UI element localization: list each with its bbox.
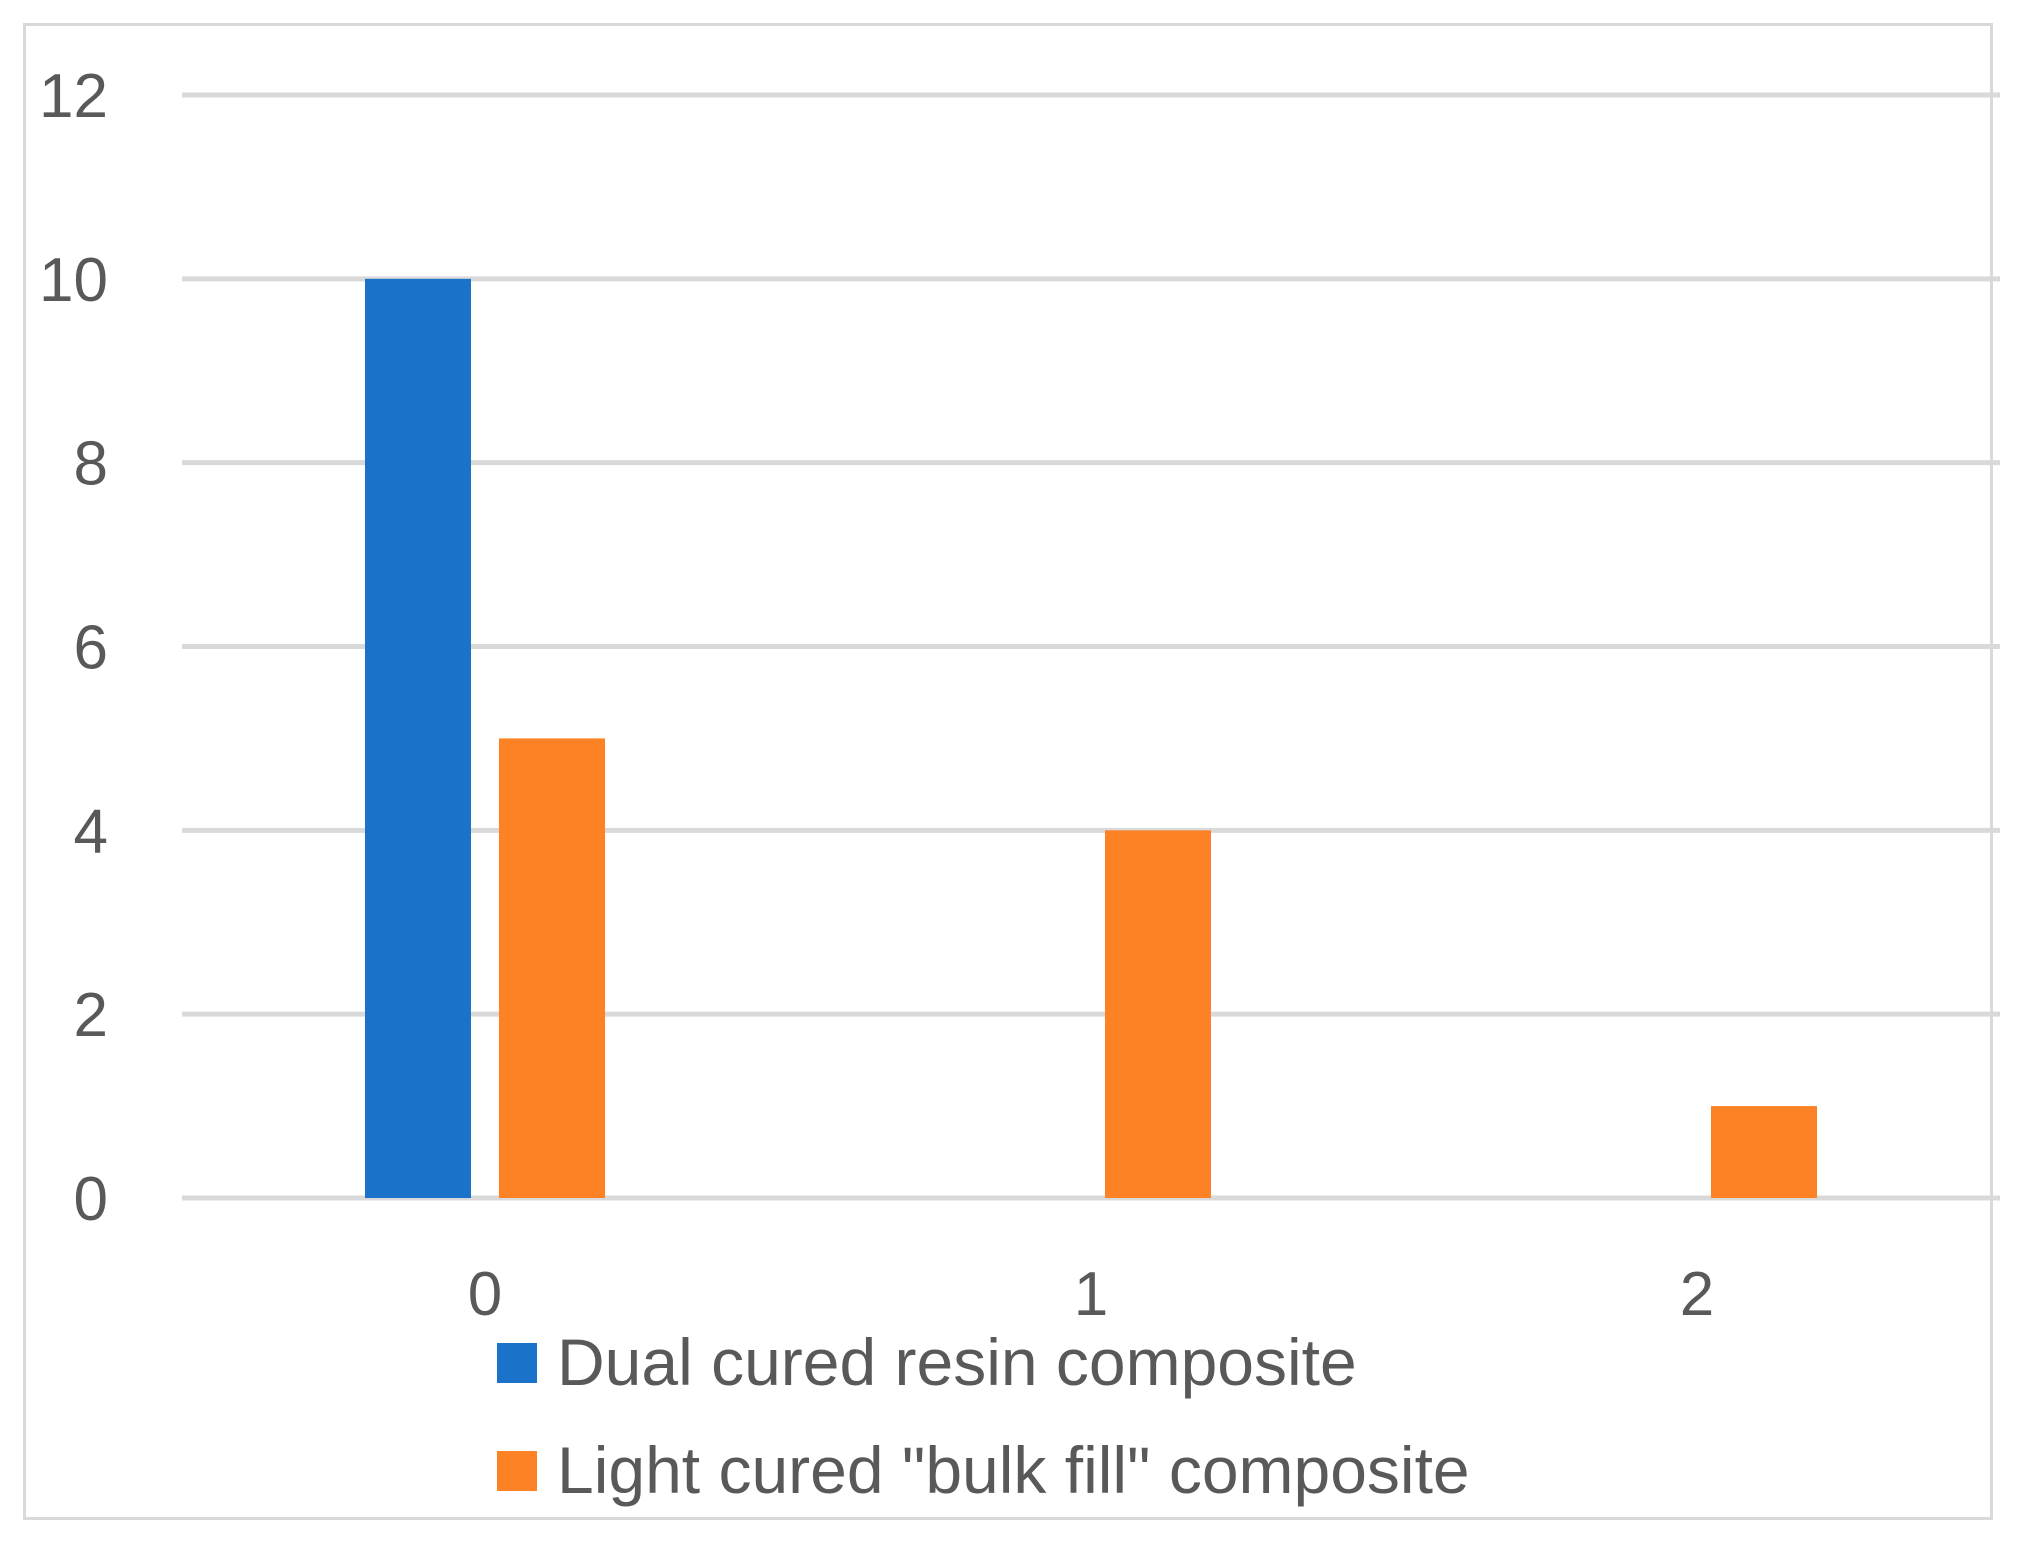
y-tick-label-2: 2	[74, 981, 108, 1050]
x-tick-label-0: 0	[468, 1260, 502, 1329]
y-tick-label-4: 4	[74, 797, 108, 866]
y-tick-label-6: 6	[74, 614, 108, 683]
y-tick-label-8: 8	[74, 430, 108, 499]
legend-swatch-series-2	[497, 1451, 537, 1491]
y-tick-label-0: 0	[74, 1165, 108, 1234]
y-axis-tick-labels: 0 2 4 6 8 10 12	[39, 62, 108, 1234]
bar-series2-cat-2	[1711, 1106, 1817, 1198]
y-tick-label-10: 10	[39, 246, 108, 315]
bars	[365, 278, 1817, 1198]
x-tick-label-2: 2	[1680, 1260, 1714, 1329]
y-tick-label-12: 12	[39, 62, 108, 131]
bar-series1-cat-0	[365, 278, 471, 1198]
x-tick-label-1: 1	[1074, 1260, 1108, 1329]
bar-series2-cat-0	[499, 738, 605, 1198]
legend-swatch-series-1	[497, 1343, 537, 1383]
bar-series2-cat-1	[1105, 830, 1211, 1198]
x-axis-tick-labels: 0 1 2	[468, 1260, 1714, 1329]
legend: Dual cured resin composite Light cured "b…	[497, 1325, 1470, 1507]
chart-frame	[23, 23, 1993, 1520]
gridlines	[182, 92, 2000, 1201]
legend-label-series-2: Light cured "bulk fill" composite	[557, 1433, 1470, 1507]
legend-label-series-1: Dual cured resin composite	[557, 1325, 1357, 1399]
